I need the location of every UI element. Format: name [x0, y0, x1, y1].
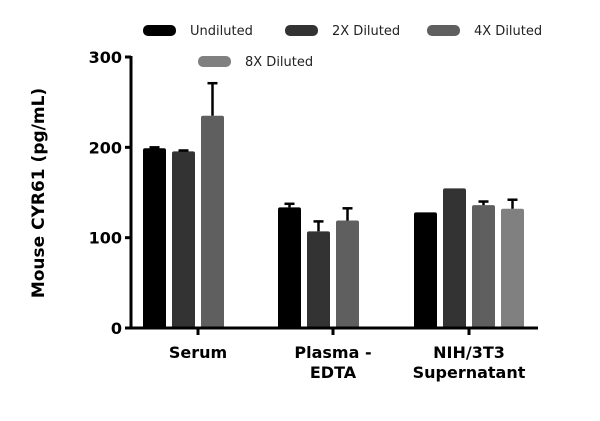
bar	[443, 188, 466, 328]
bar	[414, 212, 437, 328]
legend-label: Undiluted	[190, 24, 253, 39]
y-tick-label: 0	[111, 319, 122, 338]
legend-swatch	[427, 25, 460, 36]
legend-label: 4X Diluted	[474, 24, 542, 39]
x-tick-label: EDTA	[310, 363, 357, 382]
x-tick-label: Supernatant	[413, 363, 526, 382]
legend: Undiluted 2X Diluted 4X Diluted 8X Diluted	[143, 24, 542, 70]
legend-swatch	[143, 25, 176, 36]
x-tick-label: Serum	[169, 343, 227, 362]
bar	[143, 148, 166, 328]
axes: 0 100 200 300 Serum Plasma -EDTA NIH/3T3Supern…	[89, 48, 538, 382]
legend-label: 8X Diluted	[245, 55, 313, 70]
bar	[307, 231, 330, 328]
y-tick-label: 200	[89, 138, 122, 157]
x-tick-label: NIH/3T3	[433, 343, 505, 362]
bar	[278, 207, 301, 328]
legend-label: 2X Diluted	[332, 24, 400, 39]
legend-swatch	[198, 56, 231, 67]
bar	[501, 208, 524, 328]
bars	[143, 81, 524, 328]
bar	[172, 151, 195, 328]
bar	[472, 205, 495, 328]
bar	[201, 115, 224, 328]
y-tick-label: 300	[89, 48, 122, 67]
y-axis-label: Mouse CYR61 (pg/mL)	[29, 88, 49, 298]
legend-swatch	[285, 25, 318, 36]
x-tick-label: Plasma -	[294, 343, 371, 362]
y-tick-label: 100	[89, 229, 122, 248]
bar	[336, 220, 359, 328]
